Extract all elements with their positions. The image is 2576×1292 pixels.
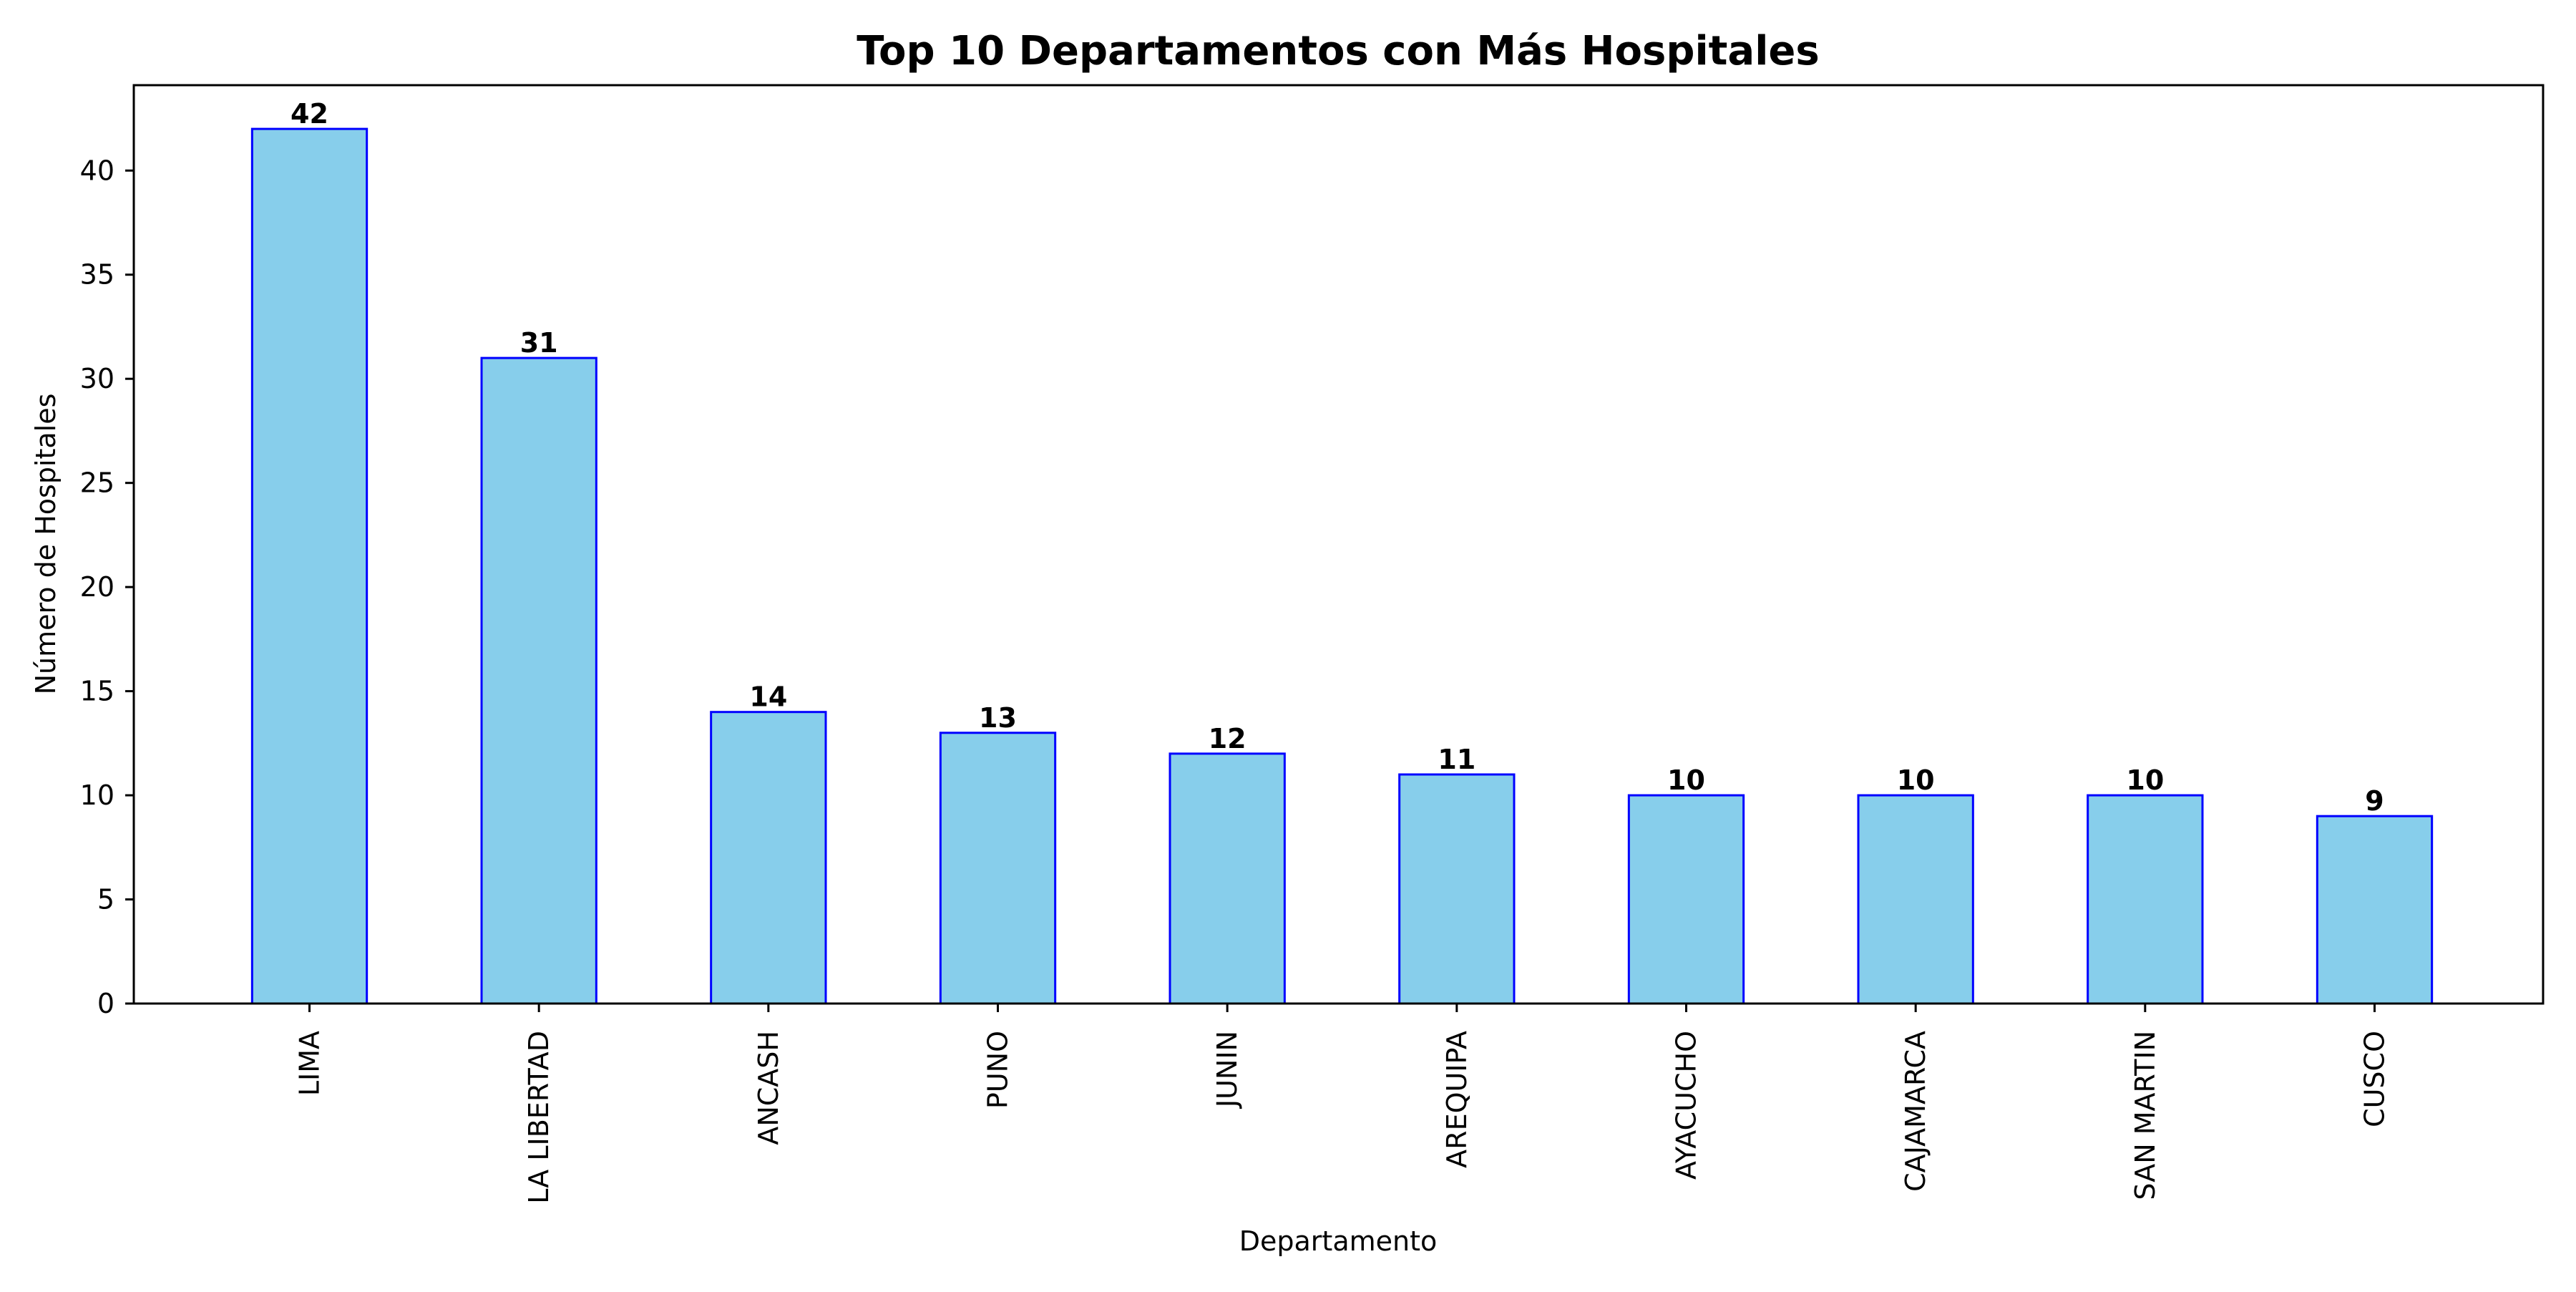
bar-san-martin — [2088, 795, 2202, 1004]
data-label: 12 — [1209, 723, 1246, 754]
y-tick-label: 15 — [80, 676, 114, 707]
x-axis-ticks: LIMA LA LIBERTAD ANCASH PUNO JUNIN AREQUIPA AY… — [294, 1004, 2391, 1204]
data-label: 31 — [520, 327, 558, 359]
chart-title: Top 10 Departamentos con Más Hospitales — [857, 28, 1819, 74]
data-label: 10 — [1667, 764, 1705, 796]
bar-cusco — [2317, 816, 2431, 1004]
bar-ancash — [711, 712, 826, 1004]
bar-arequipa — [1400, 774, 1514, 1004]
data-label: 10 — [1897, 764, 1935, 796]
bar-la-libertad — [482, 358, 596, 1004]
y-tick-label: 35 — [80, 259, 114, 291]
y-tick-label: 0 — [97, 988, 114, 1019]
x-tick-label: PUNO — [982, 1031, 1014, 1109]
y-axis-ticks: 0 5 10 15 20 25 30 35 40 — [80, 155, 134, 1019]
x-tick-label: AREQUIPA — [1441, 1031, 1473, 1168]
x-tick-label: LA LIBERTAD — [523, 1031, 555, 1204]
bar-lima — [252, 129, 366, 1004]
y-tick-label: 20 — [80, 571, 114, 603]
data-label: 10 — [2126, 764, 2164, 796]
data-label: 13 — [979, 702, 1017, 734]
bar-puno — [940, 733, 1055, 1004]
y-tick-label: 25 — [80, 467, 114, 499]
data-label: 14 — [749, 681, 787, 713]
bars-layer — [252, 129, 2431, 1004]
bar-ayacucho — [1629, 795, 1743, 1004]
data-label: 11 — [1438, 744, 1475, 775]
y-tick-label: 40 — [80, 155, 114, 186]
data-label: 9 — [2365, 785, 2384, 817]
x-tick-label: CUSCO — [2359, 1031, 2391, 1127]
y-axis-label: Número de Hospitales — [30, 394, 62, 695]
x-tick-label: LIMA — [294, 1031, 326, 1096]
data-label: 42 — [291, 98, 328, 130]
bar-cajamarca — [1858, 795, 1973, 1004]
y-tick-label: 10 — [80, 779, 114, 811]
x-tick-label: JUNIN — [1211, 1031, 1243, 1109]
bar-junin — [1170, 754, 1284, 1004]
x-tick-label: AYACUCHO — [1671, 1031, 1702, 1180]
x-axis-label: Departamento — [1239, 1225, 1437, 1257]
data-labels-layer: 42 31 14 13 12 11 10 10 10 9 — [291, 98, 2384, 817]
x-tick-label: SAN MARTIN — [2129, 1031, 2161, 1200]
y-tick-label: 30 — [80, 363, 114, 394]
y-tick-label: 5 — [97, 884, 114, 915]
x-tick-label: ANCASH — [753, 1031, 784, 1145]
x-tick-label: CAJAMARCA — [1900, 1031, 1931, 1192]
